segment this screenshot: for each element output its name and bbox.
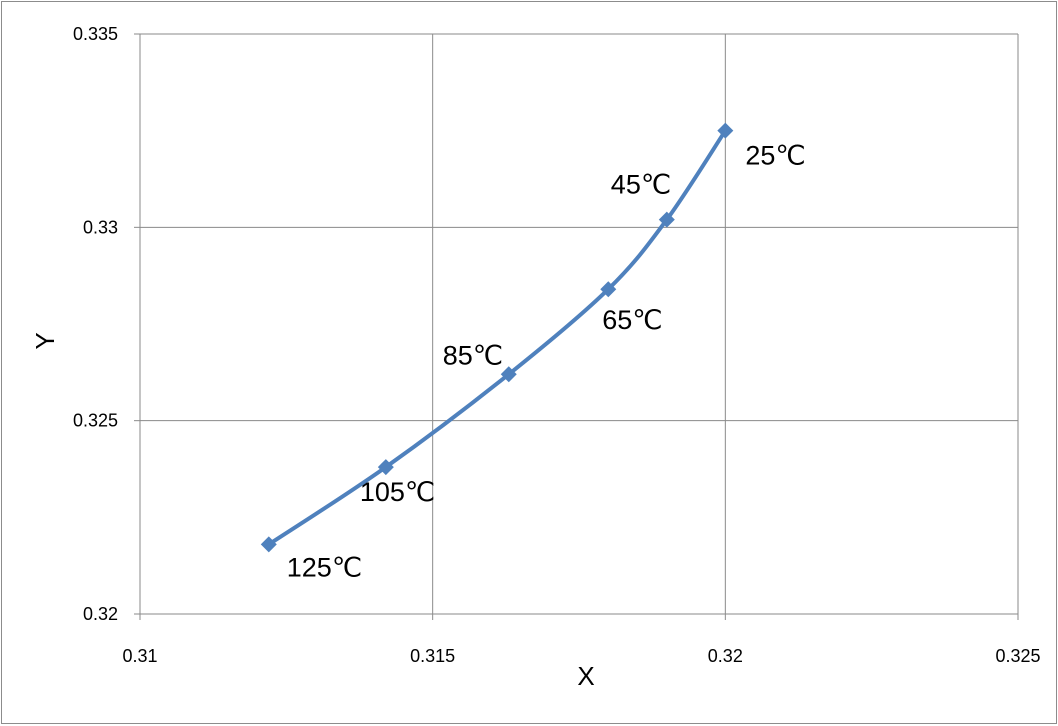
x-tick-label: 0.32 [708, 646, 743, 666]
data-point-marker [377, 459, 394, 476]
y-tick-label: 0.33 [83, 217, 118, 237]
data-point-label: 85℃ [443, 340, 503, 370]
data-point-label: 65℃ [602, 305, 662, 335]
y-axis-title: Y [30, 332, 60, 349]
axes [134, 33, 1019, 620]
data-point-label: 45℃ [611, 170, 671, 200]
data-point-label: 25℃ [745, 141, 805, 171]
data-series [260, 122, 734, 553]
y-tick-label: 0.32 [83, 604, 118, 624]
x-tick-labels: 0.31 0.315 0.32 0.325 [122, 646, 1040, 666]
y-tick-label: 0.325 [73, 411, 118, 431]
data-point-label: 125℃ [287, 552, 362, 582]
data-point-marker [500, 366, 517, 383]
data-point-marker [717, 122, 734, 139]
point-labels: 125℃ 105℃ 85℃ 65℃ 45℃ 25℃ [287, 141, 806, 583]
data-point-label: 105℃ [360, 477, 435, 507]
series-line [266, 128, 728, 547]
data-point-marker [600, 281, 617, 298]
plot-area [140, 34, 1018, 614]
data-point-marker [658, 211, 675, 228]
y-tick-labels: 0.32 0.325 0.33 0.335 [73, 24, 118, 624]
x-tick-label: 0.31 [122, 646, 157, 666]
x-axis-title: X [577, 661, 594, 691]
y-tick-label: 0.335 [73, 24, 118, 44]
x-tick-label: 0.325 [995, 646, 1040, 666]
data-point-marker [260, 536, 277, 553]
x-tick-label: 0.315 [410, 646, 455, 666]
